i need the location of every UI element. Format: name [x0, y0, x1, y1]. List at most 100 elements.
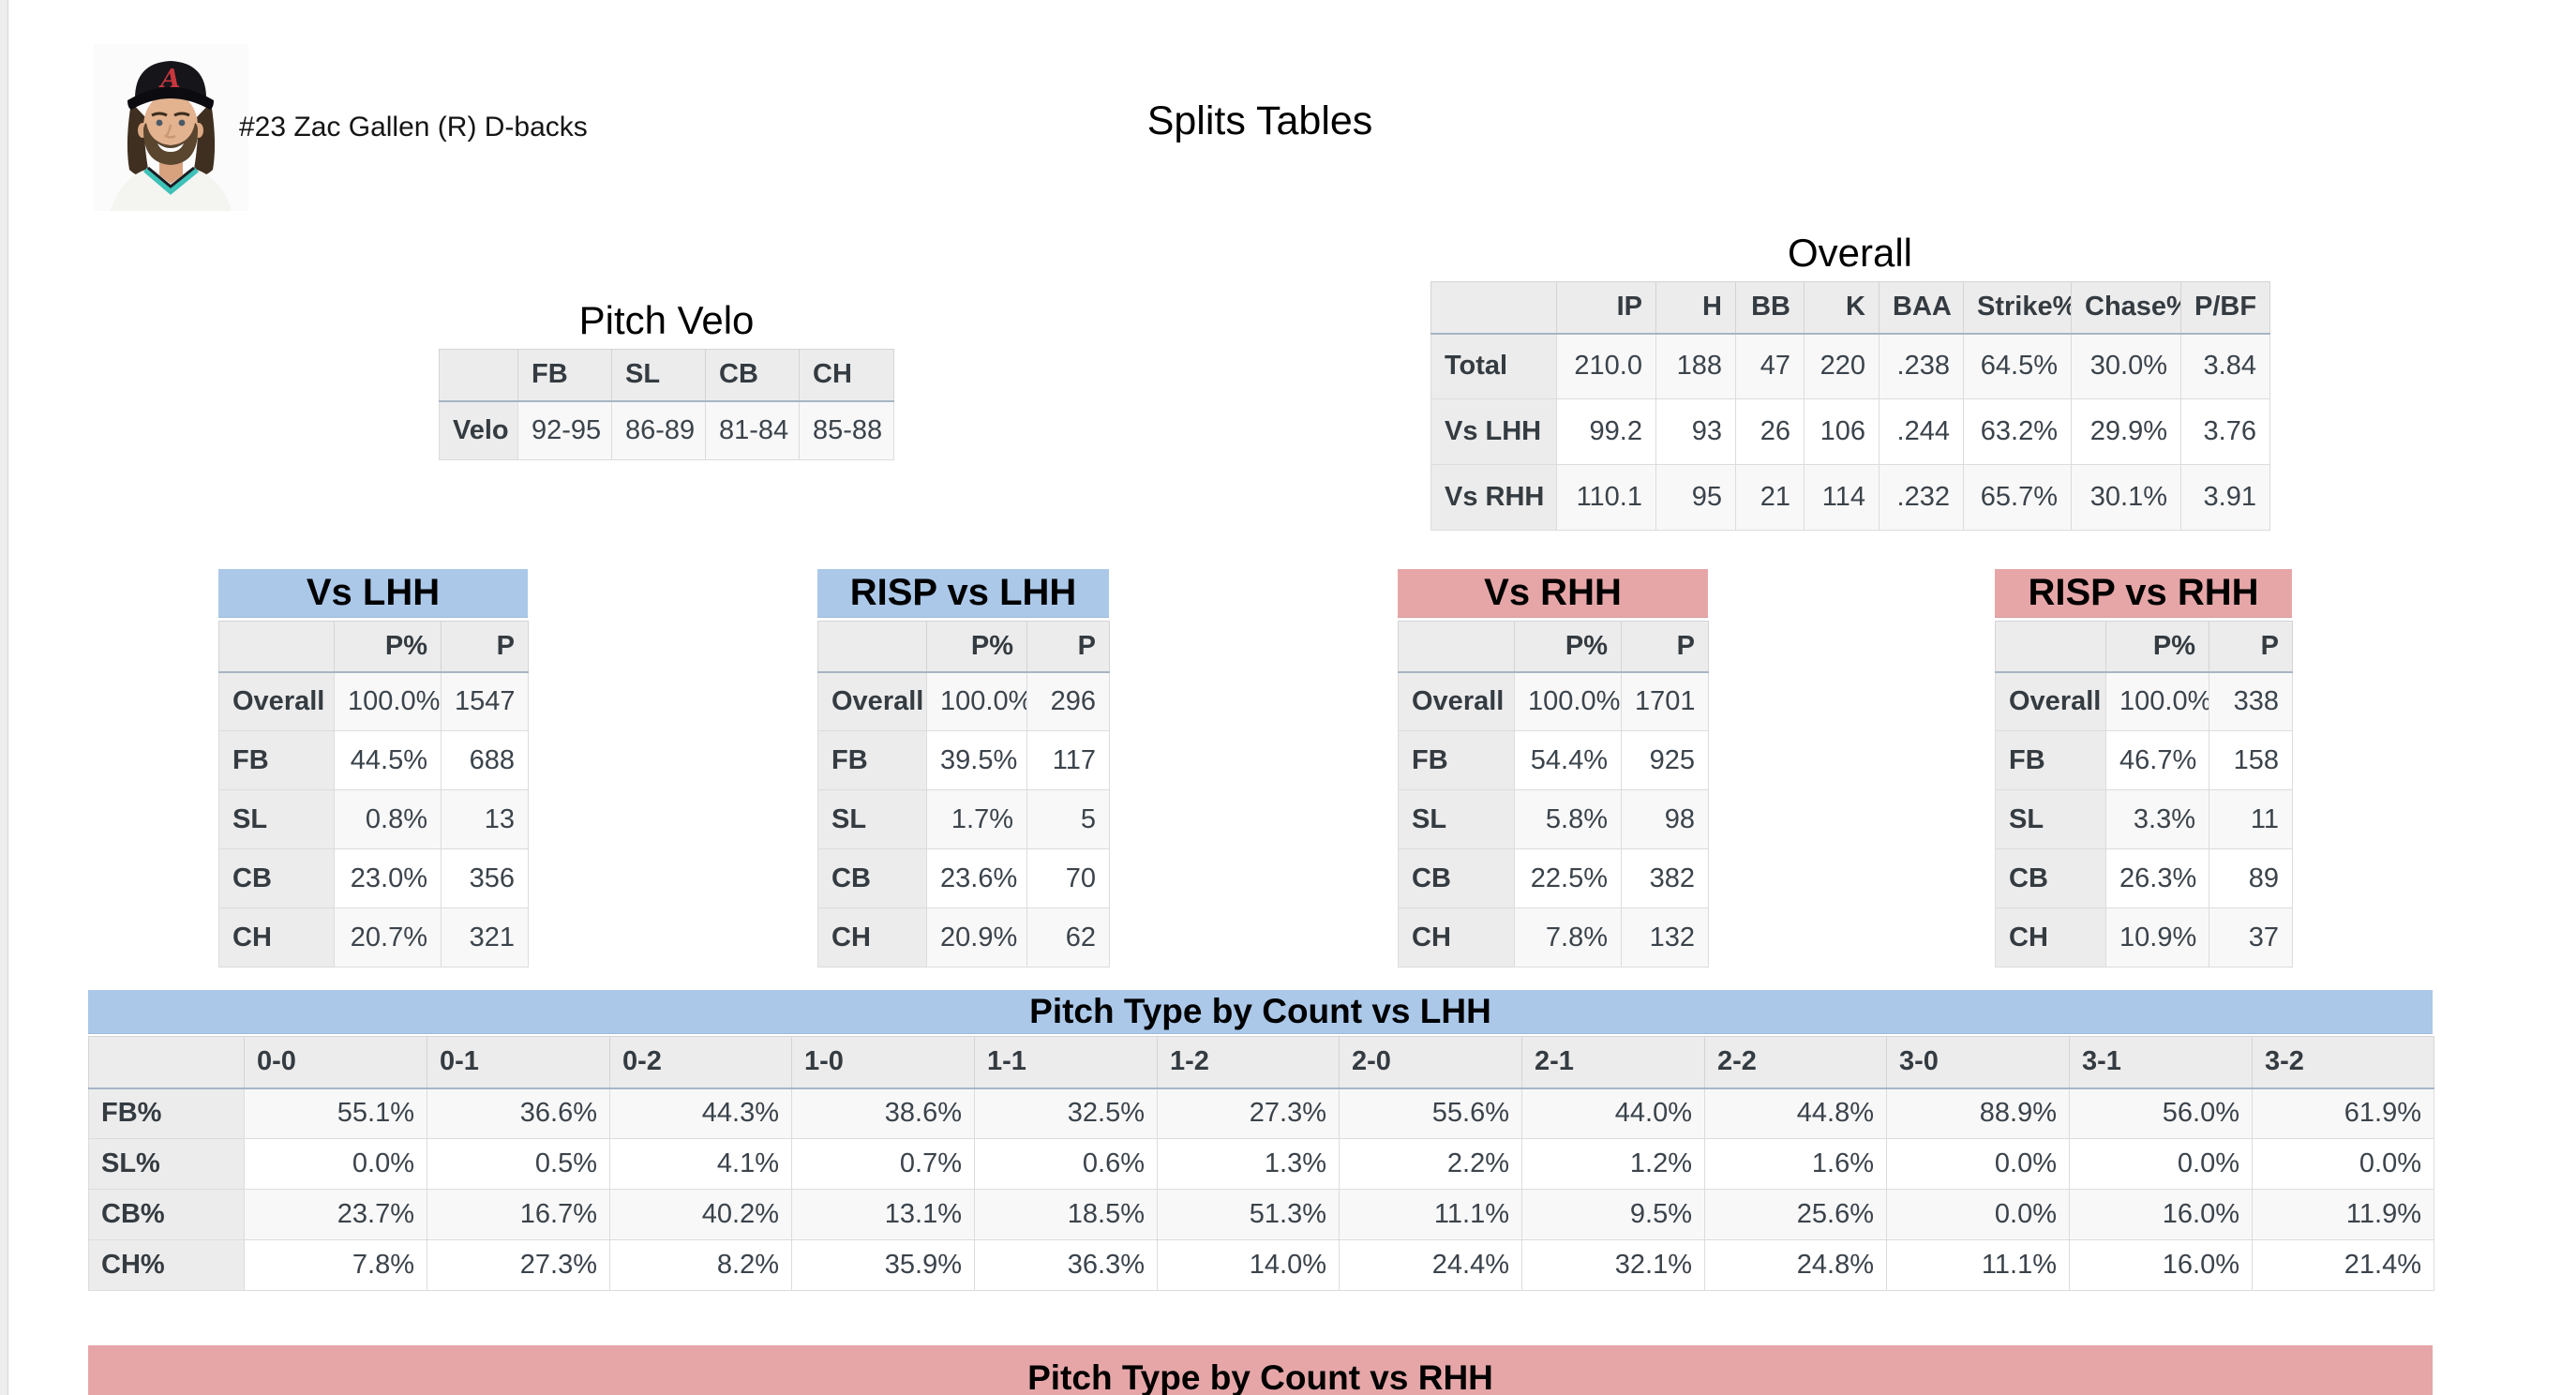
value-cell: 23.7% [244, 1189, 427, 1240]
value-cell: 7.8% [244, 1239, 427, 1291]
column-header: CB [705, 349, 800, 402]
value-cell: 26.3% [2105, 848, 2209, 908]
table-row: SL 0.8% 13 [218, 789, 529, 849]
corner-cell [817, 621, 927, 673]
row-label: Total [1430, 333, 1557, 399]
value-cell: 89 [2209, 848, 2293, 908]
value-cell: .244 [1879, 398, 1964, 465]
value-cell: 24.4% [1339, 1239, 1522, 1291]
column-header: K [1804, 281, 1880, 335]
vs-lhh-title-band: Vs LHH [218, 569, 528, 618]
column-header: P% [2105, 621, 2209, 673]
value-cell: 30.0% [2071, 333, 2181, 399]
value-cell: 0.0% [1886, 1189, 2070, 1240]
value-cell: 44.5% [334, 730, 442, 790]
row-label: CB [1398, 848, 1515, 908]
value-cell: 0.0% [1886, 1138, 2070, 1190]
value-cell: 44.3% [609, 1088, 792, 1139]
corner-cell [88, 1036, 245, 1089]
value-cell: 55.6% [1339, 1088, 1522, 1139]
value-cell: 13 [441, 789, 529, 849]
value-cell: 21.4% [2252, 1239, 2434, 1291]
vs-lhh-table: P% P Overall 100.0% 1547 FB 44.5% 688 SL 0.8% 13 CB… [218, 621, 529, 968]
table-row: SL 5.8% 98 [1398, 789, 1709, 849]
value-cell: 1.6% [1704, 1138, 1887, 1190]
overall-title: Overall [1787, 231, 1913, 275]
column-header: P% [1514, 621, 1622, 673]
column-header: 3-0 [1886, 1036, 2070, 1089]
column-header: 0-1 [427, 1036, 610, 1089]
column-header: 1-2 [1157, 1036, 1340, 1089]
value-cell: 3.3% [2105, 789, 2209, 849]
column-header: FB [517, 349, 612, 402]
value-cell: .238 [1879, 333, 1964, 399]
row-label: FB% [88, 1088, 245, 1139]
value-cell: 70 [1026, 848, 1110, 908]
corner-cell [439, 349, 518, 402]
pitch-velo-section: Pitch Velo FB SL CB CH Velo 92-95 86-89 81-84 85… [439, 298, 894, 460]
corner-cell [1430, 281, 1557, 335]
table-row: CB 26.3% 89 [1995, 848, 2293, 908]
value-cell: 56.0% [2069, 1088, 2253, 1139]
value-cell: 100.0% [334, 671, 442, 731]
value-cell: 100.0% [926, 671, 1027, 731]
value-cell: 13.1% [791, 1189, 975, 1240]
row-label: CB% [88, 1189, 245, 1240]
window-left-edge [0, 0, 8, 1395]
table-row: Velo 92-95 86-89 81-84 85-88 [439, 400, 894, 460]
column-header: 1-0 [791, 1036, 975, 1089]
value-cell: 21 [1735, 464, 1805, 531]
column-header: 3-2 [2252, 1036, 2434, 1089]
value-cell: 382 [1621, 848, 1709, 908]
value-cell: 688 [441, 730, 529, 790]
column-header: 0-2 [609, 1036, 792, 1089]
row-label: CH [1995, 908, 2106, 968]
page-title: Splits Tables [1146, 98, 1373, 143]
value-cell: 321 [441, 908, 529, 968]
column-header: P% [334, 621, 442, 673]
column-header: P [1026, 621, 1110, 673]
table-row: Total 210.0 188 47 220.238 64.5% 30.0% 3.84 [1430, 333, 2270, 399]
column-header: Chase% [2071, 281, 2181, 335]
risp-vs-rhh-title-band: RISP vs RHH [1995, 569, 2292, 618]
value-cell: 63.2% [1963, 398, 2072, 465]
value-cell: 18.5% [974, 1189, 1158, 1240]
player-headshot-icon: A [94, 44, 248, 211]
table-row: Overall 100.0% 1701 [1398, 671, 1709, 731]
value-cell: 188 [1655, 333, 1736, 399]
table-row: CH 7.8% 132 [1398, 908, 1709, 968]
column-header: 3-1 [2069, 1036, 2253, 1089]
value-cell: 132 [1621, 908, 1709, 968]
value-cell: 27.3% [427, 1239, 610, 1291]
value-cell: 11 [2209, 789, 2293, 849]
column-header: P/BF [2180, 281, 2270, 335]
column-header: 2-1 [1521, 1036, 1705, 1089]
vs-rhh-title-band: Vs RHH [1398, 569, 1708, 618]
table-row: CH% 7.8% 27.3% 8.2% 35.9% 36.3% 14.0% 24.4% 32.1… [88, 1239, 2434, 1291]
value-cell: 99.2 [1556, 398, 1656, 465]
corner-cell [1398, 621, 1515, 673]
column-header: P% [926, 621, 1027, 673]
value-cell: 3.76 [2180, 398, 2270, 465]
column-header: 0-0 [244, 1036, 427, 1089]
risp-vs-lhh-section: RISP vs LHH P% P Overall 100.0% 296 FB 39.5% 11… [817, 569, 1110, 968]
value-cell: 114 [1804, 464, 1880, 531]
value-cell: 38.6% [791, 1088, 975, 1139]
value-cell: 110.1 [1556, 464, 1656, 531]
column-header: BB [1735, 281, 1805, 335]
value-cell: 23.6% [926, 848, 1027, 908]
row-label: Overall [1995, 671, 2106, 731]
value-cell: 16.7% [427, 1189, 610, 1240]
dbacks-logo-icon: A [158, 65, 181, 94]
risp-vs-rhh-table: P% P Overall 100.0% 338 FB 46.7% 158 SL 3.3% 11 CB 2… [1995, 621, 2293, 968]
value-cell: 32.1% [1521, 1239, 1705, 1291]
value-cell: 93 [1655, 398, 1736, 465]
value-cell: 65.7% [1963, 464, 2072, 531]
row-label: SL% [88, 1138, 245, 1190]
risp-vs-lhh-table: P% P Overall 100.0% 296 FB 39.5% 117 SL 1.7% 5 CB 23… [817, 621, 1110, 968]
table-row: SL 3.3% 11 [1995, 789, 2293, 849]
pitch-velo-title: Pitch Velo [578, 298, 755, 342]
table-row: CH 10.9% 37 [1995, 908, 2293, 968]
row-label: CH [1398, 908, 1515, 968]
